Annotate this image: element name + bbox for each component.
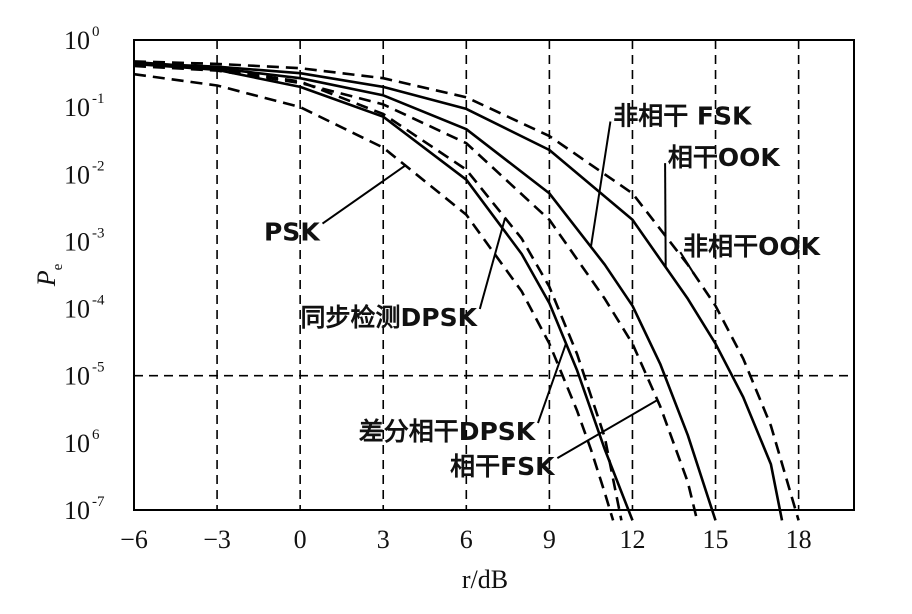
annotation-leader	[321, 164, 406, 225]
x-tick-labels: −6 −3 0 3 6 9 12 15 18	[120, 525, 811, 554]
annotation-label: PSK	[264, 218, 321, 247]
y-axis-label: Pe	[32, 263, 66, 287]
annotation-label: 同步检测DPSK	[301, 303, 479, 332]
y-tick-exponent: -1	[92, 91, 105, 107]
plot-frame	[133, 39, 855, 511]
y-tick-label: 10	[64, 496, 90, 525]
y-tick-label: 10	[64, 93, 90, 122]
y-tick-label: 10	[64, 160, 90, 189]
y-tick-labels: 10 010 -110 -210 -310 -410 -510 610 -7	[64, 24, 105, 525]
y-tick-exponent: 0	[92, 24, 100, 40]
x-tick-label: 12	[619, 525, 645, 554]
y-tick-label: 10	[64, 295, 90, 324]
y-axis-label-sub: e	[50, 263, 66, 270]
annotation-leader	[537, 343, 567, 424]
curves	[133, 60, 800, 521]
x-tick-label: 6	[460, 525, 473, 554]
annotation-leader	[478, 217, 507, 310]
annotation-label: 非相干 FSK	[613, 102, 753, 131]
series-line-非相干ook	[133, 60, 800, 521]
x-tick-label: 9	[543, 525, 556, 554]
annotation-label: 相干OOK	[668, 143, 782, 172]
y-tick-exponent: 6	[92, 427, 100, 443]
annotation-label: 相干FSK	[450, 452, 556, 481]
y-tick-exponent: -4	[92, 293, 105, 309]
y-tick-exponent: -3	[92, 225, 105, 241]
x-tick-label: −3	[203, 525, 231, 554]
x-axis-label: r/dB	[462, 565, 508, 594]
x-tick-label: 0	[294, 525, 307, 554]
series-line-相干fsk	[133, 64, 698, 517]
series-line-同步检测dpsk	[133, 60, 623, 521]
y-tick-exponent: -7	[92, 494, 105, 510]
y-tick-label: 10	[64, 362, 90, 391]
annotation-leader	[664, 163, 667, 268]
y-axis-label-main: P	[32, 270, 61, 287]
y-tick-exponent: -2	[92, 158, 105, 174]
annotation-leader	[556, 399, 658, 460]
x-tick-label: −6	[120, 525, 148, 554]
series-line-差分相干dpsk	[133, 62, 634, 521]
y-tick-label: 10	[64, 26, 90, 55]
annotation-label: 差分相干DPSK	[359, 417, 537, 446]
annotation-label: 非相干OOK	[683, 232, 822, 261]
y-tick-label: 10	[64, 429, 90, 458]
annotation-leader	[679, 251, 695, 274]
y-tick-exponent: -5	[92, 360, 105, 376]
series-line-相干ook	[133, 62, 784, 521]
y-tick-label: 10	[64, 227, 90, 256]
series-line-非相干fsk	[133, 60, 717, 521]
x-tick-label: 18	[786, 525, 812, 554]
annotation-leader	[589, 121, 612, 248]
x-tick-label: 15	[703, 525, 729, 554]
x-tick-label: 3	[377, 525, 390, 554]
series-line-psk	[133, 72, 615, 521]
annotations: 非相干 FSK 相干OOK 非相干OOK PSK 同步检测DPSK 差分相干DPSK 相干F…	[264, 102, 822, 482]
